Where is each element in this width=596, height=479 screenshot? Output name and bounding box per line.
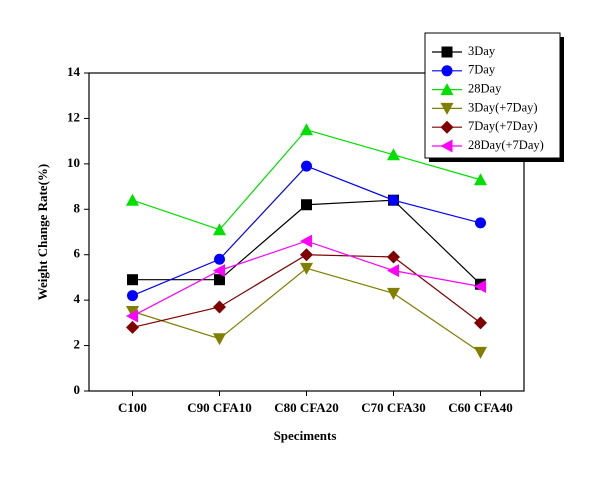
- marker: [214, 274, 225, 286]
- legend-marker: [440, 120, 454, 134]
- marker: [301, 199, 312, 211]
- marker: [387, 148, 400, 161]
- marker: [214, 253, 225, 265]
- marker: [126, 309, 138, 323]
- marker: [475, 217, 486, 229]
- marker: [387, 250, 400, 264]
- y-tick-label: 0: [74, 382, 81, 397]
- marker: [388, 194, 399, 206]
- series-line: [132, 267, 481, 353]
- x-tick-label: C80 CFA20: [274, 400, 338, 415]
- legend-label: 7Day: [468, 63, 496, 77]
- legend-label: 7Day(+7Day): [468, 119, 538, 133]
- y-tick-label: 6: [74, 246, 81, 261]
- x-tick-label: C60 CFA40: [448, 400, 512, 415]
- x-axis-label: Speciments: [274, 428, 337, 443]
- y-tick-label: 10: [67, 155, 80, 170]
- y-tick-label: 8: [74, 200, 81, 215]
- y-axis-label: Weight Change Rate(%): [35, 164, 50, 301]
- legend-marker: [440, 102, 454, 115]
- marker: [387, 264, 399, 278]
- x-tick-label: C70 CFA30: [361, 400, 425, 415]
- marker: [474, 280, 486, 294]
- y-tick-label: 14: [67, 64, 81, 79]
- series-line: [132, 165, 481, 297]
- legend-marker: [441, 46, 453, 58]
- y-tick-label: 4: [74, 291, 81, 306]
- marker: [474, 173, 487, 186]
- legend-label: 28Day: [468, 81, 502, 95]
- marker: [213, 333, 226, 346]
- marker: [213, 223, 226, 236]
- legend-label: 3Day(+7Day): [468, 100, 538, 114]
- marker: [300, 234, 312, 248]
- y-tick-label: 12: [67, 109, 80, 124]
- marker: [213, 300, 226, 314]
- legend: 3Day 7Day 28Day 3Day(+7Day) 7Day(+7Day) 28Day…: [432, 44, 544, 153]
- marker: [127, 290, 138, 302]
- marker: [474, 316, 487, 330]
- legend-label: 3Day: [468, 44, 496, 58]
- marker: [300, 248, 313, 262]
- marker: [213, 264, 225, 278]
- legend-label: 28Day(+7Day): [468, 138, 544, 152]
- y-tick-label: 2: [74, 337, 81, 352]
- x-tick-label: C100: [118, 400, 147, 415]
- marker: [301, 160, 312, 172]
- legend-marker: [441, 65, 453, 77]
- legend-marker: [440, 139, 453, 153]
- marker: [300, 123, 313, 136]
- marker: [387, 287, 400, 300]
- legend-marker: [440, 83, 454, 96]
- marker: [126, 193, 139, 206]
- marker: [300, 262, 313, 275]
- marker: [127, 274, 138, 286]
- marker: [474, 346, 487, 359]
- marker: [126, 306, 139, 318]
- x-tick-label: C90 CFA10: [187, 400, 251, 415]
- marker: [126, 320, 139, 334]
